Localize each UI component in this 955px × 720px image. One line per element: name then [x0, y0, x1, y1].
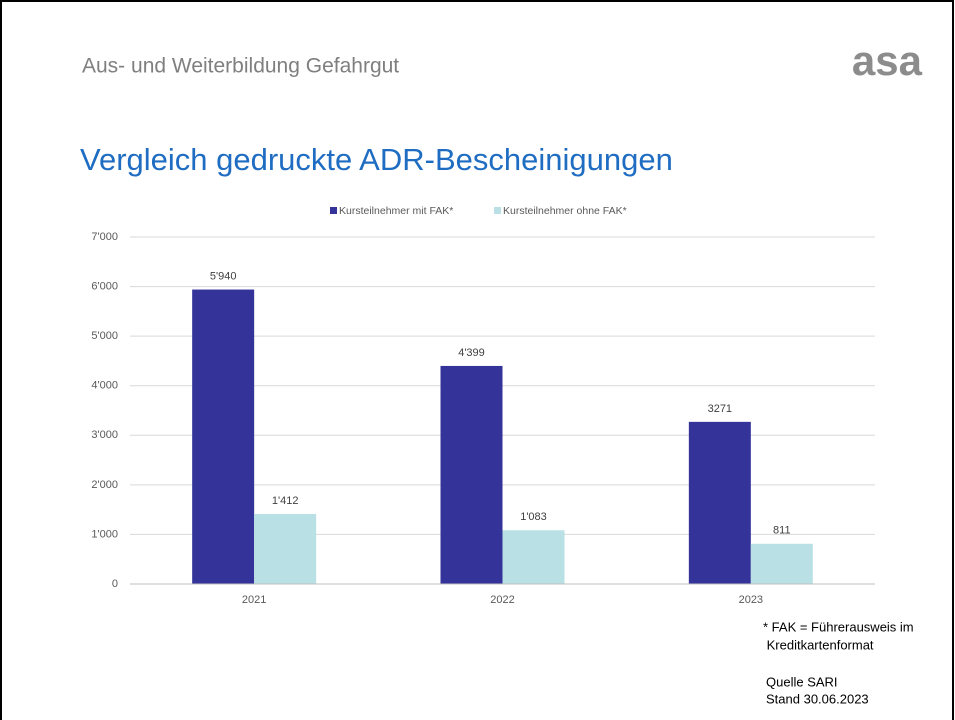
- date: Stand 30.06.2023: [766, 691, 869, 706]
- legend-swatch: [494, 207, 501, 214]
- y-tick-label: 7'000: [91, 231, 118, 243]
- y-tick-label: 5'000: [91, 330, 118, 342]
- y-tick-label: 1'000: [91, 528, 118, 540]
- bar: [688, 421, 751, 584]
- legend-swatch: [330, 207, 337, 214]
- bar: [502, 530, 565, 584]
- y-tick-label: 6'000: [91, 280, 118, 292]
- legend-label: Kursteilnehmer ohne FAK*: [503, 205, 627, 217]
- value-label: 4'399: [458, 347, 485, 359]
- value-label: 1'083: [520, 511, 547, 523]
- x-tick-label: 2023: [739, 594, 763, 606]
- value-label: 3271: [708, 403, 732, 415]
- bar: [750, 543, 813, 584]
- bar: [254, 514, 317, 584]
- source: Quelle SARI: [766, 674, 838, 689]
- footnote: Kreditkartenformat: [763, 637, 874, 652]
- y-tick-label: 3'000: [91, 429, 118, 441]
- x-tick-label: 2021: [242, 594, 266, 606]
- y-tick-label: 0: [112, 578, 118, 590]
- bar: [440, 365, 503, 584]
- y-tick-label: 2'000: [91, 479, 118, 491]
- footnote: * FAK = Führerausweis im: [763, 619, 914, 634]
- value-label: 5'940: [210, 270, 237, 282]
- x-tick-label: 2022: [490, 594, 514, 606]
- legend-label: Kursteilnehmer mit FAK*: [339, 205, 453, 217]
- header-title: Aus- und Weiterbildung Gefahrgut: [82, 55, 399, 78]
- chart-title: Vergleich gedruckte ADR-Bescheinigungen: [80, 142, 673, 177]
- y-tick-label: 4'000: [91, 380, 118, 392]
- bar: [192, 289, 255, 584]
- value-label: 811: [773, 525, 791, 537]
- logo: asa: [852, 37, 923, 84]
- value-label: 1'412: [272, 495, 299, 507]
